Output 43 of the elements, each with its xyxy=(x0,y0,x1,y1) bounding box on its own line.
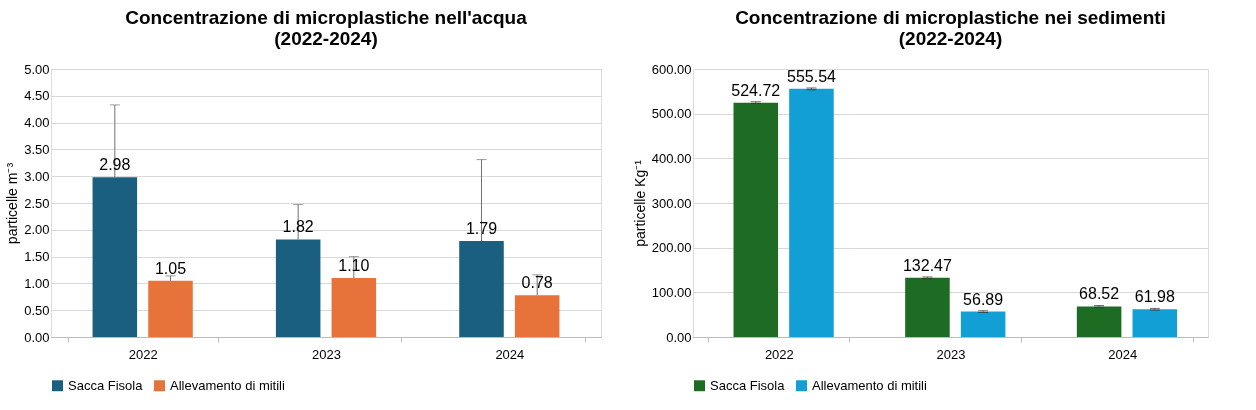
legend-label: Allevamento di mitili xyxy=(812,377,927,393)
y-axis-title: particelle m⁻³ xyxy=(4,162,21,245)
y-tick-label: 4.00 xyxy=(24,115,50,131)
legend-label: Sacca Fisola xyxy=(710,377,786,393)
legend-label: Sacca Fisola xyxy=(68,377,144,393)
y-tick-label: 2.50 xyxy=(24,195,50,211)
data-label: 132.47 xyxy=(902,256,953,274)
y-tick-label: 2.00 xyxy=(24,222,50,238)
y-tick-label: 100.00 xyxy=(651,284,692,300)
legend-label: Allevamento di mitili xyxy=(170,377,285,393)
y-tick-label: 1.00 xyxy=(24,275,50,291)
x-tick-label: 2024 xyxy=(495,346,525,362)
y-tick-label: 0.00 xyxy=(24,329,50,345)
x-tick-label: 2022 xyxy=(128,346,158,362)
data-label: 0.78 xyxy=(521,274,553,292)
data-label: 1.05 xyxy=(154,259,187,277)
y-tick-label: 200.00 xyxy=(651,240,692,256)
x-tick-label: 2022 xyxy=(764,346,794,362)
data-label: 1.82 xyxy=(282,218,314,236)
data-label: 555.54 xyxy=(786,67,837,85)
chart-title: Concentrazione di microplastiche nei sedimenti (2022-2024) xyxy=(735,7,1166,49)
y-tick-label: 600.00 xyxy=(651,61,692,77)
data-label: 61.98 xyxy=(1134,288,1175,306)
y-tick-label: 0.00 xyxy=(666,329,692,345)
x-tick-label: 2024 xyxy=(1108,346,1138,362)
y-axis-title: particelle Kg⁻¹ xyxy=(631,159,648,247)
y-tick-label: 3.50 xyxy=(24,141,50,157)
y-tick-label: 300.00 xyxy=(651,195,692,211)
y-tick-label: 0.50 xyxy=(24,302,50,318)
data-label: 524.72 xyxy=(731,81,781,99)
data-label: 68.52 xyxy=(1079,285,1120,303)
chart-title: Concentrazione di microplastiche nell'acqua (2022-2024) xyxy=(125,7,528,49)
y-tick-label: 1.50 xyxy=(24,249,50,265)
y-tick-label: 500.00 xyxy=(651,106,692,122)
data-label: 2.98 xyxy=(99,156,131,174)
y-tick-label: 5.00 xyxy=(24,61,50,77)
y-tick-label: 4.50 xyxy=(24,88,50,104)
y-tick-label: 3.00 xyxy=(24,168,50,184)
x-tick-label: 2023 xyxy=(936,346,966,362)
y-tick-label: 400.00 xyxy=(651,150,692,166)
data-label: 56.89 xyxy=(963,290,1004,308)
x-tick-label: 2023 xyxy=(312,346,341,362)
data-label: 1.10 xyxy=(338,257,370,275)
